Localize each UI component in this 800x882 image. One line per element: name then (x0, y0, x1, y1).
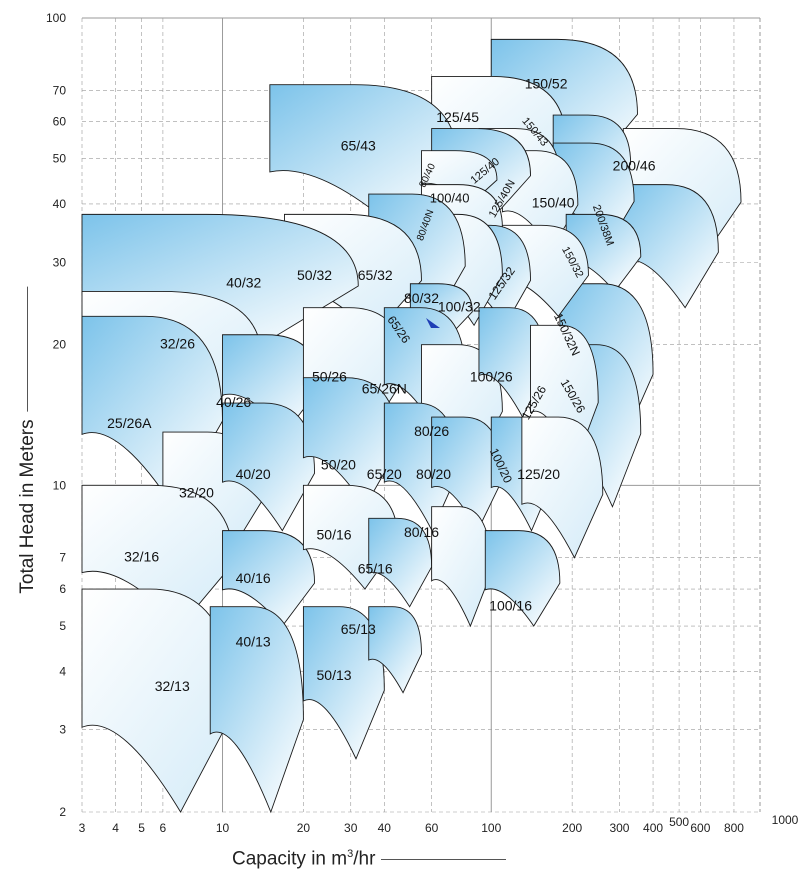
y-tick-label: 100 (46, 11, 66, 25)
pump-model-label: 80/20 (416, 466, 451, 482)
pump-model-label: 100/40 (430, 190, 470, 205)
pump-model-label: 32/16 (124, 548, 159, 564)
y-tick-label: 50 (53, 152, 67, 166)
y-tick-label: 20 (53, 338, 67, 352)
pump-model-label: 80/32 (404, 290, 439, 306)
pump-model-label: 65/13 (341, 621, 376, 637)
x-tick-label: 60 (425, 821, 439, 835)
pump-model-label: 125/45 (436, 109, 479, 125)
pump-model-label: 100/26 (470, 368, 513, 384)
y-tick-label: 4 (59, 664, 66, 678)
pump-model-label: 40/32 (226, 274, 261, 290)
y-tick-label: 60 (53, 115, 67, 129)
pump-range-regions (81, 38, 742, 814)
y-tick-label: 6 (59, 582, 66, 596)
x-tick-label: 5 (138, 821, 145, 835)
pump-model-label: 200/46 (613, 158, 656, 174)
x-axis-title-sup: 3 (347, 848, 354, 860)
pump-model-label: 50/26 (312, 368, 347, 384)
x-tick-label: 3 (79, 821, 86, 835)
x-tick-label: 40 (378, 821, 392, 835)
pump-range-65-13 (368, 606, 422, 694)
x-tick-label: 100 (481, 821, 501, 835)
pump-model-label: 32/13 (155, 678, 190, 694)
pump-model-label: 50/13 (317, 667, 352, 683)
pump-model-label: 32/20 (179, 484, 214, 500)
pump-model-label: 40/16 (236, 570, 271, 586)
pump-range-50-13 (302, 606, 385, 760)
y-axis-title: Total Head in Meters (17, 286, 39, 594)
x-tick-label: 800 (724, 821, 744, 835)
y-tick-label: 2 (59, 805, 66, 819)
x-axis-title-rule (381, 858, 507, 860)
pump-model-label: 65/43 (341, 138, 376, 154)
pump-model-label: 100/16 (489, 597, 532, 613)
pump-model-label: 40/13 (236, 634, 271, 650)
y-tick-label: 40 (53, 197, 67, 211)
y-axis-title-rule (27, 286, 29, 412)
x-axis-title-text: Capacity in m (232, 848, 348, 870)
y-tick-label: 10 (53, 478, 67, 492)
pump-model-label: 125/20 (517, 466, 560, 482)
y-axis-title-text: Total Head in Meters (17, 419, 38, 594)
pump-range-40-13 (209, 606, 304, 814)
pump-model-label: 65/32 (358, 267, 393, 283)
pump-model-label: 25/26A (107, 415, 152, 431)
pump-model-label: 50/16 (317, 526, 352, 542)
pump-range-100-16 (484, 530, 561, 627)
pump-range-40-16 (222, 530, 315, 627)
x-tick-label: 30 (344, 821, 358, 835)
x-tick-label: 300 (609, 821, 629, 835)
x-axis-title: Capacity in m3/hr (232, 848, 507, 870)
y-tick-label: 30 (53, 255, 67, 269)
x-tick-label: 6 (160, 821, 167, 835)
x-tick-label: 1000 (772, 813, 799, 827)
pump-model-label: 65/26N (362, 381, 407, 397)
pump-model-label: 40/26 (216, 394, 251, 410)
y-tick-label: 5 (59, 619, 66, 633)
x-tick-label: 200 (562, 821, 582, 835)
pump-model-label: 32/26 (160, 335, 195, 351)
x-tick-label: 500 (669, 815, 689, 829)
y-tick-label: 3 (59, 723, 66, 737)
pump-model-label: 80/16 (404, 524, 439, 540)
pump-model-label: 65/20 (367, 466, 402, 482)
x-tick-label: 4 (112, 821, 119, 835)
y-tick-label: 70 (53, 83, 67, 97)
x-axis-title-tail: /hr (353, 848, 376, 870)
x-tick-label: 10 (216, 821, 230, 835)
pump-range-40-20 (222, 402, 315, 532)
pump-model-label: 80/26 (414, 423, 449, 439)
x-tick-label: 600 (690, 821, 710, 835)
x-tick-label: 20 (297, 821, 311, 835)
pump-model-label: 50/32 (297, 267, 332, 283)
pump-model-label: 150/40 (532, 195, 575, 211)
axis-tick-labels: 3 4 5 6 10 20 30 40 60 100 200 300 400 500 600 800 1000 2… (46, 11, 799, 835)
y-tick-label: 7 (59, 551, 66, 565)
x-tick-label: 400 (643, 821, 663, 835)
pump-model-label: 40/20 (236, 466, 271, 482)
pump-range-125-20 (521, 416, 604, 559)
pump-model-label: 50/20 (321, 457, 356, 473)
pump-model-label: 100/32 (438, 298, 481, 314)
pump-model-label: 150/52 (525, 75, 568, 91)
arrow-indicator (426, 318, 440, 328)
pump-range-80-16 (431, 506, 492, 628)
pump-model-label: 65/16 (358, 560, 393, 576)
